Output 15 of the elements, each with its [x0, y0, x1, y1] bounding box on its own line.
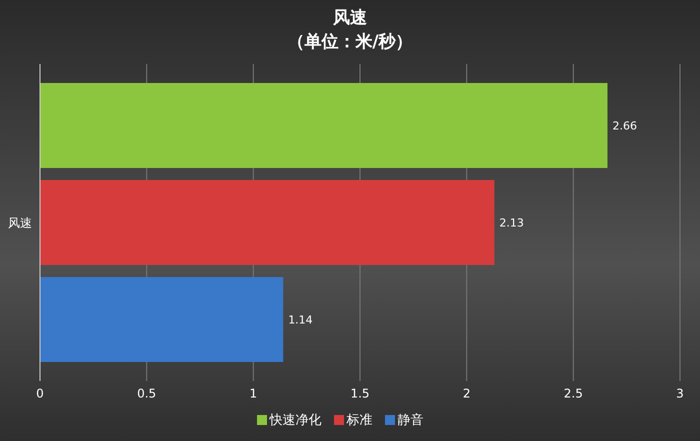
data-label: 1.14 [288, 313, 313, 326]
chart-title: 风速 [332, 7, 368, 30]
legend-label: 标准 [346, 412, 372, 429]
legend-label: 静音 [398, 412, 424, 429]
chart-subtitle: （单位：米/秒） [286, 31, 414, 54]
legend-label: 快速净化 [270, 412, 322, 429]
x-tick-label: 1.5 [350, 386, 370, 401]
data-label: 2.13 [499, 216, 524, 230]
x-tick-label: 3 [676, 386, 684, 401]
x-tick-label: 2.5 [564, 386, 583, 401]
x-tick-label: 0.5 [137, 386, 156, 401]
x-tick-label: 1 [250, 386, 258, 401]
x-tick-label: 2 [462, 386, 470, 401]
data-label: 2.66 [612, 119, 637, 132]
x-tick-label: 0 [36, 386, 44, 401]
